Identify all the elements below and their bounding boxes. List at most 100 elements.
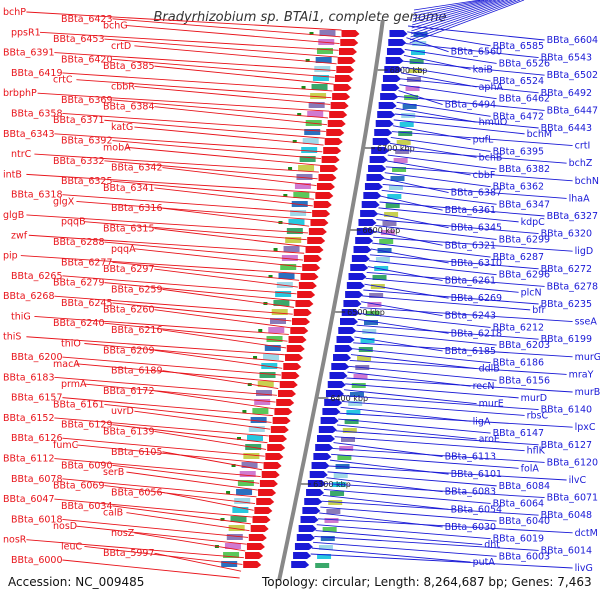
gene-leader-right (396, 101, 491, 117)
gene-label-right: BBta_6362 (493, 182, 545, 193)
gene-label-right: BBta_6003 (499, 551, 551, 562)
reverse-gene-block (341, 30, 360, 37)
feature-block (349, 392, 364, 397)
feature-block (255, 390, 272, 396)
gene-label-right: plcN (521, 287, 542, 298)
feature-block (241, 462, 258, 468)
gene-leader-right (322, 494, 449, 510)
gene-leader-left (154, 552, 242, 572)
gene-leader-right (399, 84, 497, 100)
reverse-gene-block (256, 498, 275, 505)
gene-leader-right (404, 49, 497, 64)
feature-marker (301, 86, 306, 89)
forward-gene-block (309, 471, 328, 478)
gene-leader-left (54, 458, 261, 477)
gene-leader-right (362, 295, 531, 311)
gene-label-left: BBta_6453 (53, 34, 105, 45)
gene-leader-left (34, 153, 319, 173)
gene-leader-right (349, 359, 567, 375)
gene-label-left: BBta_6318 (11, 190, 63, 201)
gene-label-right: BBta_6064 (493, 498, 545, 509)
gene-label-right: crtI (575, 141, 591, 152)
forward-gene-block (322, 408, 341, 415)
gene-label-left: intB (3, 169, 22, 180)
gene-leader-right (353, 342, 573, 358)
gene-label-left: thiS (3, 332, 21, 343)
feature-block (269, 318, 286, 324)
feature-block (319, 30, 336, 36)
forward-gene-block (345, 291, 364, 298)
forward-gene-block (377, 111, 396, 118)
feature-marker (220, 518, 225, 521)
forward-gene-block (329, 372, 348, 379)
feature-block (283, 246, 300, 252)
gene-label-right: BBta_6156 (499, 375, 551, 386)
gene-label-left: fumC (53, 440, 79, 451)
feature-block (228, 525, 245, 531)
reverse-gene-block (252, 516, 271, 523)
gene-label-left: BBta_6069 (53, 481, 105, 492)
gene-leader-right (334, 436, 525, 452)
gene-label-right: BBta_6395 (493, 146, 545, 157)
feature-block (296, 174, 313, 180)
gene-label-right: BBta_6071 (547, 493, 599, 504)
gene-label-left: BBta_6209 (103, 345, 155, 356)
gene-leader-right (376, 219, 539, 235)
forward-gene-block (382, 75, 401, 82)
gene-label-left: BBta_5997 (103, 548, 155, 559)
gene-label-left: BBta_6288 (53, 237, 105, 248)
gene-leader-right (401, 72, 477, 88)
feature-block (324, 518, 339, 523)
feature-block (271, 309, 288, 315)
gene-leader-right (350, 354, 477, 369)
feature-block (317, 554, 332, 559)
gene-leader-right (372, 242, 491, 258)
gene-label-right: BBta_6296 (499, 270, 551, 281)
feature-block (290, 210, 307, 216)
forward-gene-block (368, 165, 387, 172)
gene-leader-left (134, 45, 337, 65)
gene-leader-right (411, 0, 509, 32)
gene-label-left: BBta_6315 (103, 223, 155, 234)
gene-leader-left (62, 194, 312, 214)
gene-leader-right (392, 125, 471, 141)
feature-block (224, 543, 241, 549)
forward-gene-block (350, 264, 369, 271)
gene-label-left: BBta_6369 (61, 95, 113, 106)
gene-label-left: thiO (61, 339, 81, 350)
gene-label-right: aphA (479, 82, 504, 93)
reverse-gene-block (281, 372, 300, 379)
gene-leader-right (375, 225, 497, 240)
feature-block (367, 302, 382, 307)
gene-leader-right (409, 0, 521, 41)
gene-label-left: ppsR1 (11, 27, 41, 38)
gene-label-left: pqqA (111, 244, 136, 255)
gene-leader-left (126, 471, 258, 491)
feature-block (380, 230, 395, 235)
gene-leader-right (379, 201, 545, 217)
gene-leader-left (134, 532, 246, 552)
feature-block (320, 536, 335, 541)
gene-leader-left (84, 383, 276, 403)
gene-leader-left (26, 173, 316, 193)
gene-leader-right (331, 453, 519, 469)
gene-label-right: BBta_6524 (493, 76, 545, 87)
forward-gene-block (372, 138, 391, 145)
gene-label-right: BBta_6054 (451, 504, 503, 515)
feature-block (314, 66, 331, 72)
gene-label-right: bchN (575, 176, 599, 187)
reverse-gene-block (283, 363, 302, 370)
gene-label-left: zwf (11, 230, 28, 241)
feature-block (307, 111, 324, 117)
gene-leader-left (154, 390, 275, 410)
gene-label-left: serB (103, 467, 124, 478)
gene-label-right: BBta_6199 (541, 334, 593, 345)
forward-gene-block (300, 516, 319, 523)
reverse-gene-block (318, 174, 337, 181)
gene-leader-left (162, 370, 279, 390)
feature-marker (292, 140, 297, 143)
gene-leader-left (26, 214, 308, 234)
gene-label-left: thiG (11, 311, 31, 322)
gene-label-left: nosZ (111, 528, 135, 539)
gene-leader-right (316, 524, 491, 540)
